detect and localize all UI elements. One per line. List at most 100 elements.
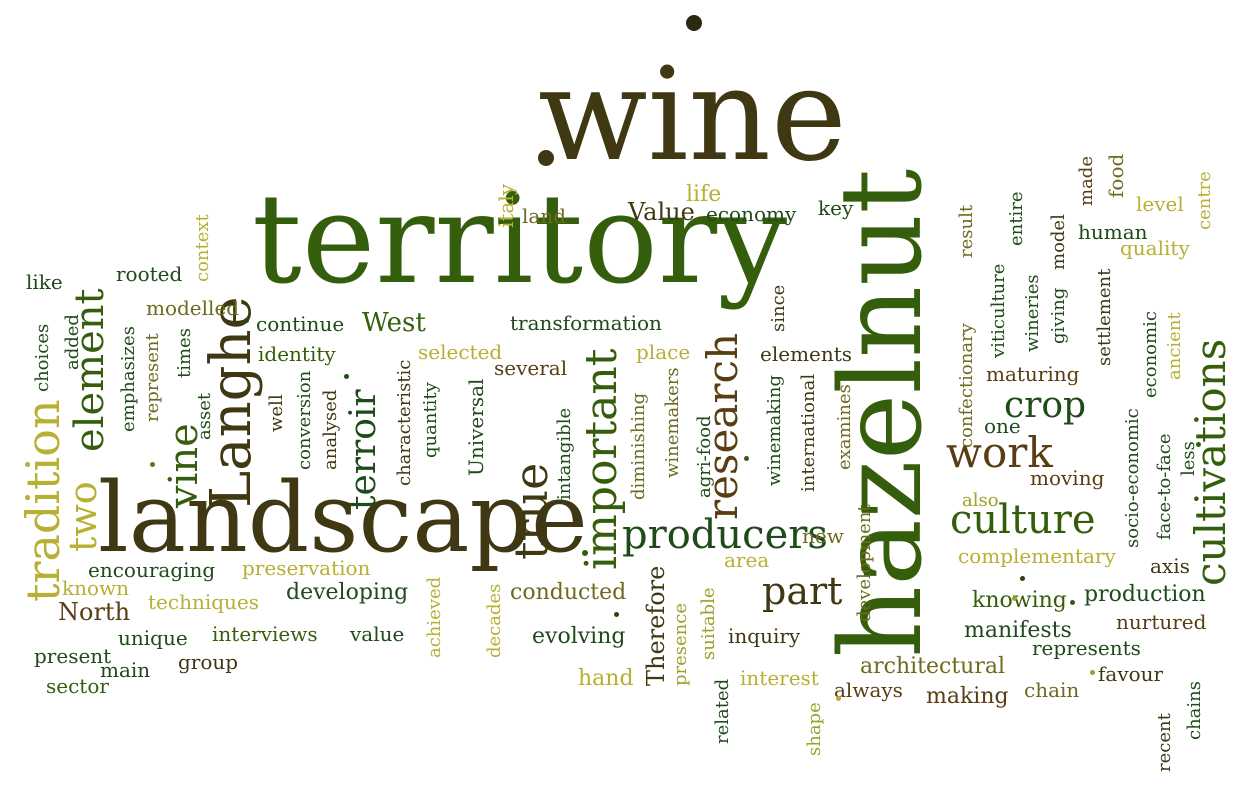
word-wineries: wineries xyxy=(1022,274,1043,352)
word-unique: unique xyxy=(118,626,188,650)
word-italy: italy xyxy=(494,183,518,228)
word-selected: selected xyxy=(418,340,503,364)
word-moving: moving xyxy=(1030,466,1105,490)
word-face-to-face: face-to-face xyxy=(1154,433,1175,541)
dot-mark xyxy=(1012,596,1017,601)
word-continue: continue xyxy=(256,312,345,336)
dot-mark xyxy=(244,318,249,323)
word-value: value xyxy=(350,622,405,646)
word-quantity: quantity xyxy=(420,382,441,458)
word-elements: elements xyxy=(760,342,853,366)
word-achieved: achieved xyxy=(424,576,445,658)
word-made: made xyxy=(1076,156,1097,206)
word-evolving: evolving xyxy=(532,624,626,649)
word-recent: recent xyxy=(1154,713,1175,772)
word-economy: economy xyxy=(706,202,797,226)
word-universal: Universal xyxy=(464,378,488,476)
word-west: West xyxy=(362,308,426,338)
word-ancient: ancient xyxy=(1164,312,1185,380)
word-land: land xyxy=(522,204,567,228)
word-economic: economic xyxy=(1140,311,1161,398)
word-one: one xyxy=(984,414,1021,438)
word-tradition: tradition xyxy=(16,399,70,602)
word-diminishing: diminishing xyxy=(628,392,649,500)
word-several: several xyxy=(494,356,568,380)
word-human: human xyxy=(1078,220,1148,244)
word-north: North xyxy=(58,598,131,626)
word-intangible: intangible xyxy=(554,407,575,500)
word-terroir: terroir xyxy=(343,389,384,510)
word-value-cap: Value xyxy=(628,198,695,226)
word-giving: giving xyxy=(1048,287,1069,344)
word-context: context xyxy=(192,214,213,282)
word-shape: shape xyxy=(804,702,825,756)
word-main: main xyxy=(100,658,151,682)
word-new: new xyxy=(802,524,844,548)
word-element: element xyxy=(67,288,113,452)
word-rooted: rooted xyxy=(116,262,183,286)
dot-mark xyxy=(582,550,588,556)
word-choices: choices xyxy=(32,323,53,392)
dot-mark xyxy=(686,15,702,31)
word-therefore: Therefore xyxy=(642,565,670,686)
word-production: production xyxy=(1084,582,1206,607)
word-work: work xyxy=(946,428,1053,477)
word-confectionary: confectionary xyxy=(956,323,977,448)
word-sector: sector xyxy=(46,674,109,698)
word-result: result xyxy=(956,204,977,258)
word-level: level xyxy=(1136,192,1184,216)
word-also: also xyxy=(962,490,999,511)
word-area: area xyxy=(724,548,770,572)
word-modelled: modelled xyxy=(146,296,240,320)
dot-mark xyxy=(1196,442,1201,447)
word-two: two xyxy=(61,481,105,552)
word-manifests: manifests xyxy=(964,618,1072,643)
word-known: known xyxy=(62,576,130,600)
word-times: times xyxy=(174,328,195,378)
word-group: group xyxy=(178,650,239,674)
word-part: part xyxy=(762,569,843,613)
word-knowing: knowing xyxy=(972,588,1067,613)
dot-mark xyxy=(744,456,749,461)
word-related: related xyxy=(712,678,733,744)
word-food: food xyxy=(1104,153,1128,198)
word-developing: developing xyxy=(286,580,409,605)
word-conducted: conducted xyxy=(510,580,627,605)
dot-mark xyxy=(344,374,349,379)
word-like: like xyxy=(26,270,63,294)
word-examines: examines xyxy=(834,384,855,470)
word-represents: represents xyxy=(1032,636,1141,660)
word-preservation: preservation xyxy=(242,556,371,580)
word-entire: entire xyxy=(1006,191,1027,247)
word-presence: presence xyxy=(670,603,691,686)
word-conversion: conversion xyxy=(294,370,315,470)
word-asset: asset xyxy=(194,392,215,440)
word-life: life xyxy=(686,182,722,207)
word-viticulture: viticulture xyxy=(988,263,1009,358)
word-well: well xyxy=(266,394,287,432)
word-less: less xyxy=(1178,441,1199,476)
word-socio-economic: socio-economic xyxy=(1122,408,1143,548)
word-suitable: suitable xyxy=(698,587,719,660)
word-key: key xyxy=(818,196,854,220)
word-axis: axis xyxy=(1150,554,1190,578)
word-model: model xyxy=(1048,214,1069,270)
word-identity: identity xyxy=(258,342,336,366)
word-true: true xyxy=(504,462,558,560)
word-emphasizes: emphasizes xyxy=(118,326,139,432)
dot-mark xyxy=(614,612,619,617)
word-encouraging: encouraging xyxy=(88,558,216,582)
dot-mark xyxy=(836,696,841,701)
word-nurtured: nurtured xyxy=(1116,610,1207,634)
word-landscape: landscape xyxy=(98,462,588,574)
word-chain: chain xyxy=(1024,678,1080,702)
word-wine: wine xyxy=(538,41,847,190)
word-agri-food: agri-food xyxy=(694,415,715,498)
word-development: development xyxy=(854,504,875,622)
word-complementary: complementary xyxy=(958,544,1116,568)
word-analysed: analysed xyxy=(320,389,341,470)
word-transformation: transformation xyxy=(510,311,662,335)
word-crop: crop xyxy=(1004,385,1087,426)
word-inquiry: inquiry xyxy=(728,624,801,648)
